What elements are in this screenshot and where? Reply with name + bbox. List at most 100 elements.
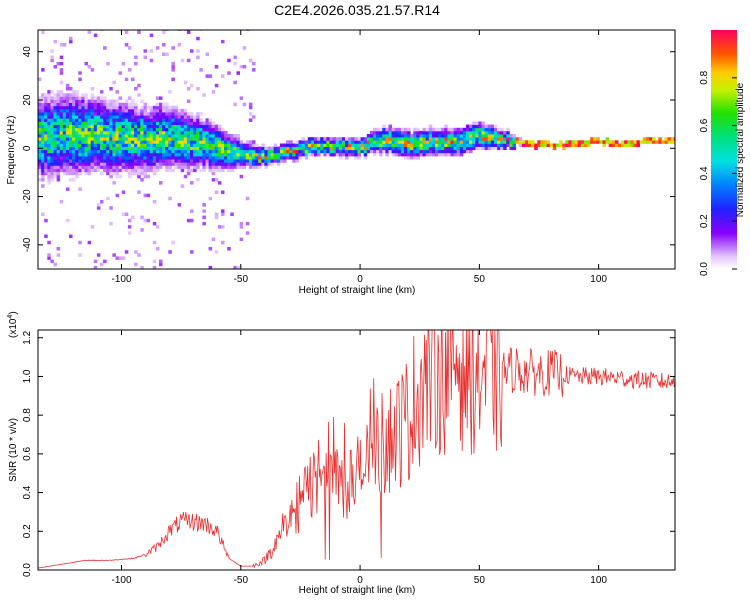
spectrogram-cell (444, 143, 448, 147)
spectrogram-cell (174, 156, 178, 160)
spectrogram-cell (124, 130, 129, 135)
spectrogram-cell (41, 174, 45, 179)
spectrogram-cell (152, 152, 157, 157)
spectrogram-cell (242, 65, 247, 69)
spectrogram-cell (103, 152, 107, 157)
spectrogram-cell (69, 87, 73, 91)
spectrogram-cell (109, 99, 113, 103)
spectrogram-cell (44, 159, 48, 163)
spectrogram-cell (47, 130, 51, 135)
spectrogram-cell (78, 159, 82, 163)
spectrogram-cell (407, 143, 411, 147)
spectrogram-cell (81, 134, 85, 138)
spectrogram-cell (56, 124, 61, 129)
spectrogram-cell (214, 124, 219, 129)
spectrogram-cell (248, 118, 253, 122)
spectrogram-cell (304, 146, 309, 151)
spectrogram-cell (236, 159, 240, 163)
spectrogram-cell (41, 68, 45, 72)
spectrogram-cell (44, 140, 48, 144)
spectrogram-cell (190, 218, 194, 223)
spectrogram-cell (211, 140, 216, 144)
spectrogram-cell (410, 152, 414, 157)
spectrogram-cell (87, 134, 92, 138)
spectrogram-cell (447, 137, 451, 141)
spectrogram-cell (140, 171, 144, 176)
spectrogram-cell (283, 146, 287, 151)
spectrogram-cell (96, 156, 101, 160)
spectrogram-cell (400, 146, 405, 151)
spectrogram-cell (165, 127, 169, 132)
spectrogram-cell (670, 137, 675, 141)
spectrogram-cell (459, 149, 464, 154)
spectrogram-cell (90, 162, 95, 166)
spectrogram-cell (140, 149, 144, 154)
spectrogram-cell (559, 140, 563, 144)
spectrogram-cell (224, 140, 228, 144)
spectrogram-cell (56, 118, 61, 122)
spectrogram-cell (472, 140, 476, 144)
spectrogram-cell (134, 171, 138, 176)
spectrogram-cell (407, 137, 411, 141)
spectrogram-cell (196, 124, 200, 129)
spectrogram-cell (62, 152, 67, 157)
spectrogram-cell (571, 143, 575, 147)
spectrogram-cell (50, 165, 54, 169)
spectrogram-cell (180, 140, 185, 144)
spectrogram-cell (162, 159, 166, 163)
spectrogram-cell (149, 108, 154, 113)
spectrogram-cell (534, 143, 538, 147)
spectrogram-cell (388, 124, 392, 129)
spectrogram-cell (162, 118, 166, 122)
spectrogram-cell (56, 102, 61, 107)
spectrogram-cell (177, 112, 182, 116)
spectrogram-cell (481, 127, 485, 132)
spectrogram-cell (239, 159, 244, 163)
spectrogram-cell (211, 137, 216, 141)
spectrogram-cell (295, 152, 299, 157)
spectrogram-cell (174, 124, 178, 129)
spectrogram-cell (168, 127, 172, 132)
spectrogram-cell (115, 159, 119, 163)
spectrogram-cell (332, 146, 337, 151)
spectrogram-cell (90, 146, 95, 151)
spectrogram-cell (93, 165, 98, 169)
spectrogram-cell (469, 130, 473, 135)
spectrogram-cell (537, 140, 541, 144)
spectrogram-cell (121, 156, 126, 160)
spectrogram-cell (38, 121, 42, 125)
spectrogram-cell (639, 140, 644, 144)
spectrogram-x-tick-label: 100 (590, 274, 607, 285)
spectrogram-cell (509, 137, 513, 141)
spectrogram-cell (112, 140, 116, 144)
spectrogram-cell (168, 134, 172, 138)
spectrogram-cell (124, 152, 129, 157)
spectrogram-cell (354, 146, 358, 151)
spectrogram-cell (503, 130, 507, 135)
spectrogram-cell (373, 140, 377, 144)
spectrogram-cell (50, 121, 54, 125)
spectrogram-cell (149, 140, 154, 144)
spectrogram-cell (481, 146, 485, 151)
spectrogram-cell (183, 143, 188, 147)
spectrogram-cell (171, 118, 175, 122)
spectrogram-cell (177, 115, 182, 119)
spectrogram-cell (366, 149, 371, 154)
spectrogram-cell (96, 96, 101, 100)
spectrogram-cell (190, 156, 194, 160)
spectrogram-cell (208, 247, 213, 251)
spectrogram-cell (183, 152, 188, 157)
spectrogram-cell (186, 162, 191, 166)
snr-y-tick-label: 0.2 (22, 524, 33, 538)
spectrogram-cell (109, 105, 113, 110)
spectrogram-cell (221, 134, 225, 138)
spectrogram-cell (493, 130, 498, 135)
spectrogram-cell (472, 121, 476, 125)
spectrogram-cell (450, 143, 454, 147)
spectrogram-cell (50, 127, 54, 132)
spectrogram-cell (59, 80, 64, 85)
spectrogram-cell (407, 146, 411, 151)
spectrogram-cell (382, 124, 386, 129)
spectrogram-cell (630, 140, 634, 144)
spectrogram-cell (140, 130, 144, 135)
